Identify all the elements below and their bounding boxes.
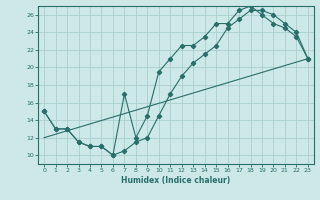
X-axis label: Humidex (Indice chaleur): Humidex (Indice chaleur) <box>121 176 231 185</box>
